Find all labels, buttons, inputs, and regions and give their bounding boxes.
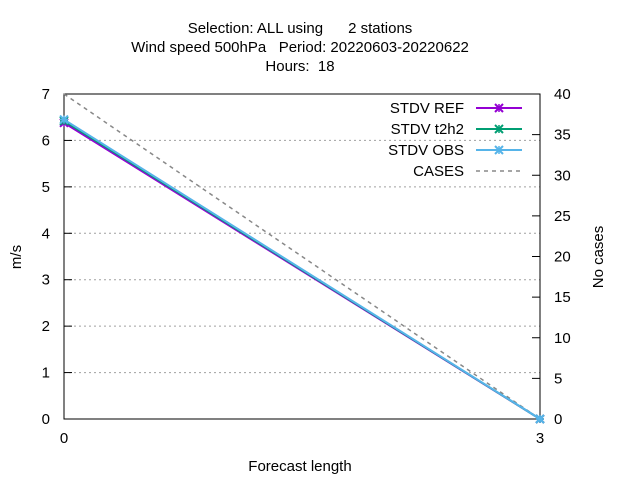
legend-label: STDV OBS — [388, 142, 464, 159]
legend-label: STDV REF — [390, 100, 464, 117]
y2-tick-label: 25 — [554, 208, 571, 225]
x-tick-label: 0 — [60, 430, 68, 447]
y2-tick-label: 40 — [554, 86, 571, 103]
y-tick-label: 3 — [42, 272, 50, 289]
y2-tick-label: 30 — [554, 167, 571, 184]
y2-tick-label: 15 — [554, 289, 571, 306]
x-tick-label: 3 — [536, 430, 544, 447]
title-line-2: Wind speed 500hPa Period: 20220603-20220… — [131, 39, 469, 56]
y-tick-label: 5 — [42, 179, 50, 196]
data-point — [494, 124, 504, 134]
x-axis-label: Forecast length — [248, 458, 351, 475]
data-point — [494, 103, 504, 113]
data-point — [59, 114, 69, 125]
y-tick-label: 7 — [42, 86, 50, 103]
y2-axis-label: No cases — [590, 226, 607, 289]
y-tick-label: 6 — [42, 132, 50, 149]
y2-tick-label: 20 — [554, 249, 571, 266]
title-line-3: Hours: 18 — [265, 58, 334, 75]
y-axis-label: m/s — [8, 245, 25, 269]
legend-item: STDV t2h2 — [391, 121, 522, 138]
y2-tick-label: 5 — [554, 370, 562, 387]
grid-lines — [64, 139, 540, 374]
legend-label: STDV t2h2 — [391, 121, 464, 138]
series-line-stdv-obs — [63, 118, 541, 420]
legend-label: CASES — [413, 163, 464, 180]
legend-item: STDV REF — [390, 100, 522, 117]
data-point — [535, 414, 545, 424]
y2-tick-label: 10 — [554, 330, 571, 347]
legend: STDV REF STDV t2h2 STDV OBS CASES — [388, 100, 522, 180]
y-tick-label: 1 — [42, 365, 50, 382]
title-line-1: Selection: ALL using 2 stations — [188, 20, 413, 37]
data-series — [59, 93, 545, 424]
y-tick-label: 2 — [42, 318, 50, 335]
y-tick-label: 0 — [42, 411, 50, 428]
data-point — [494, 145, 504, 155]
y-tick-label: 4 — [42, 225, 50, 242]
series-line-cases — [63, 93, 541, 420]
y2-tick-label: 35 — [554, 127, 571, 144]
legend-item: CASES — [413, 163, 522, 180]
chart-title: Selection: ALL using 2 stations Wind spe… — [131, 20, 469, 75]
y2-tick-label: 0 — [554, 411, 562, 428]
legend-item: STDV OBS — [388, 142, 522, 159]
